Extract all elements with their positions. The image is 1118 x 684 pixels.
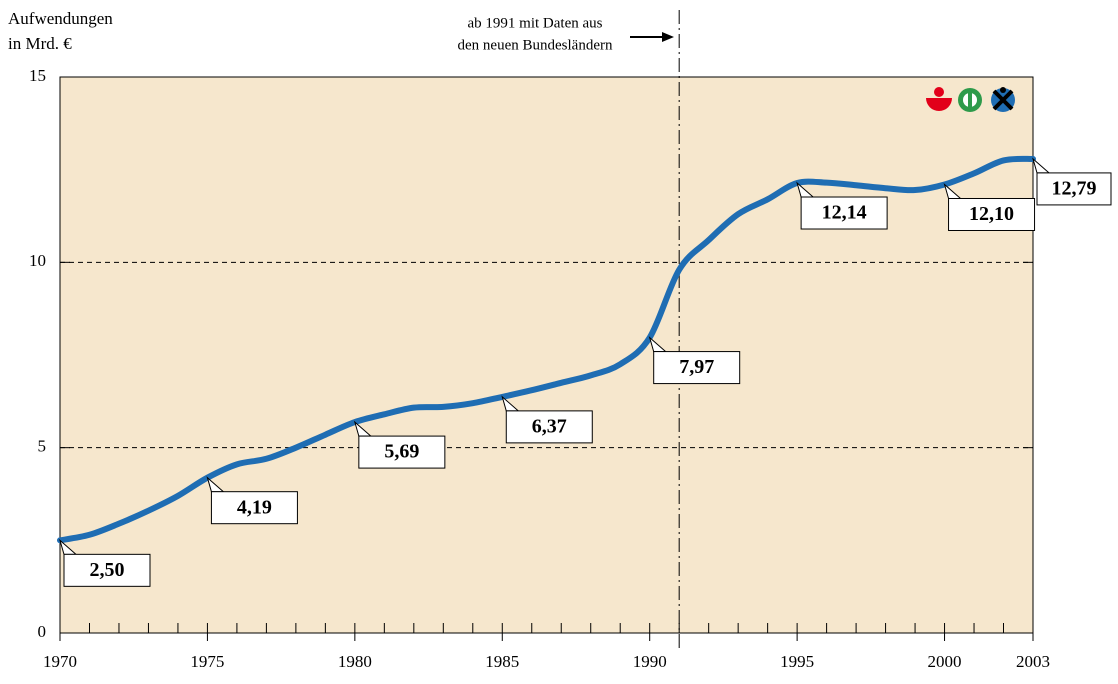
label-box — [800, 196, 888, 230]
y-axis-label: in Mrd. € — [8, 34, 72, 53]
y-tick-label: 0 — [38, 622, 47, 641]
y-tick-label: 15 — [29, 66, 46, 85]
label-callout — [1032, 157, 1051, 174]
y-tick-label: 5 — [38, 437, 47, 456]
logos — [926, 87, 1015, 112]
x-tick-label: 1985 — [485, 652, 519, 671]
y-tick-label: 10 — [29, 251, 46, 270]
data-label: 5,69 — [384, 441, 419, 463]
arrow — [630, 32, 674, 42]
label-box — [63, 553, 151, 587]
annotation: den neuen Bundesländern — [458, 37, 613, 53]
data-label: 4,19 — [237, 496, 272, 518]
data-label: 7,97 — [679, 356, 714, 378]
label-box — [948, 197, 1036, 231]
y-axis-label: Aufwendungen — [8, 9, 113, 28]
plot-area — [59, 76, 1034, 634]
x-tick-label: 1975 — [190, 652, 224, 671]
data-label: 12,14 — [822, 202, 867, 224]
label-box — [505, 410, 593, 444]
x-tick-label: 1990 — [633, 652, 667, 671]
x-tick-label: 2000 — [928, 652, 962, 671]
x-tick-label: 1980 — [338, 652, 372, 671]
label-box — [653, 351, 741, 385]
x-tick-label: 1970 — [43, 652, 77, 671]
label-box — [210, 491, 298, 525]
data-label: 12,10 — [969, 203, 1014, 225]
data-label: 6,37 — [532, 415, 567, 437]
data-label: 2,50 — [90, 559, 125, 581]
data-line — [57, 155, 1036, 544]
data-label: 12,79 — [1052, 178, 1097, 200]
x-tick-label: 1995 — [780, 652, 814, 671]
annotation: ab 1991 mit Daten aus — [468, 15, 603, 31]
x-tick-label: 2003 — [1016, 652, 1050, 671]
label-box — [358, 435, 446, 469]
label-box — [1036, 172, 1112, 206]
